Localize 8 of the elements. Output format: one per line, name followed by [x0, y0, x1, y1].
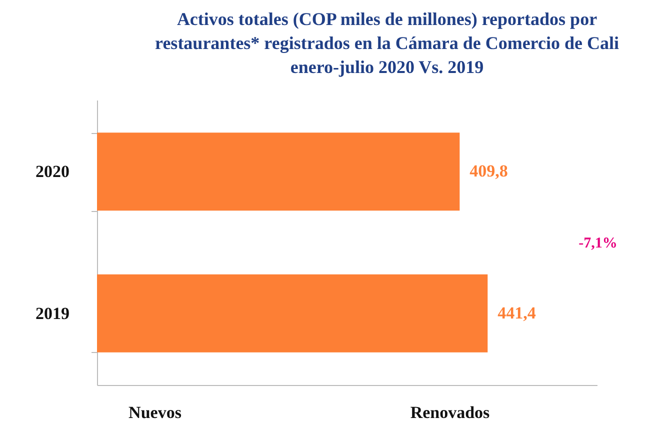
- y-tick-label: 2019: [36, 304, 70, 323]
- data-label: 441,4: [498, 303, 536, 322]
- data-label: 409,8: [470, 162, 508, 181]
- y-tick-label: 2020: [36, 162, 70, 182]
- text: Renovados: [410, 403, 490, 422]
- chart-title: Activos totales (COP miles de millones) reportados por restaurantes* registrados en la Cámara de Comercio de Cali enero-julio 2020 Vs. 2019: [155, 9, 619, 77]
- text: -7,1%: [578, 236, 618, 252]
- text: Nuevos: [128, 403, 182, 422]
